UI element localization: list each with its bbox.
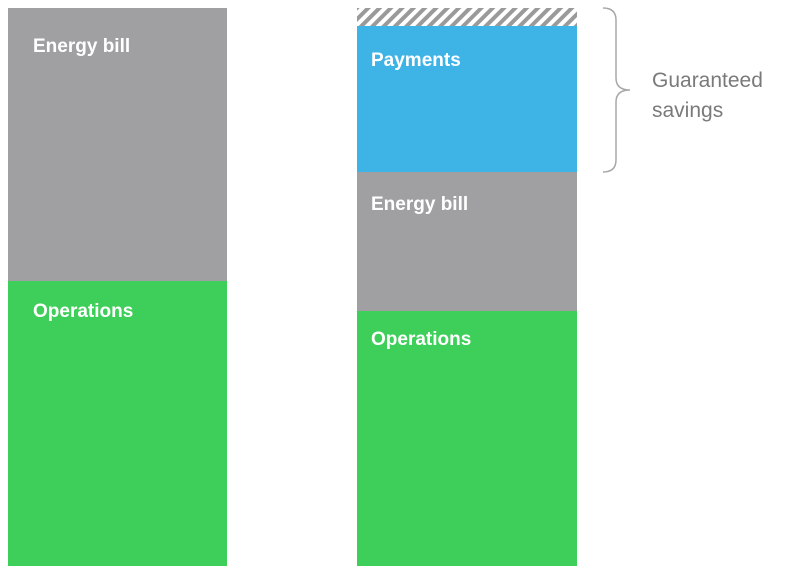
segment-label: Payments (371, 50, 461, 71)
segment-label: Energy bill (33, 36, 130, 57)
segment-label: Energy bill (371, 194, 468, 215)
segment-label: Operations (33, 301, 133, 322)
annotation-text: Guaranteed (652, 69, 763, 92)
brace (602, 7, 631, 173)
annotation-text: savings (652, 99, 723, 122)
hatched-block (357, 8, 577, 26)
energy-bill-block (8, 8, 227, 281)
operations-block (357, 311, 577, 566)
payments-block (357, 26, 577, 172)
segment-label: Operations (371, 329, 471, 350)
operations-block (8, 281, 227, 566)
energy-bill-block (357, 172, 577, 311)
